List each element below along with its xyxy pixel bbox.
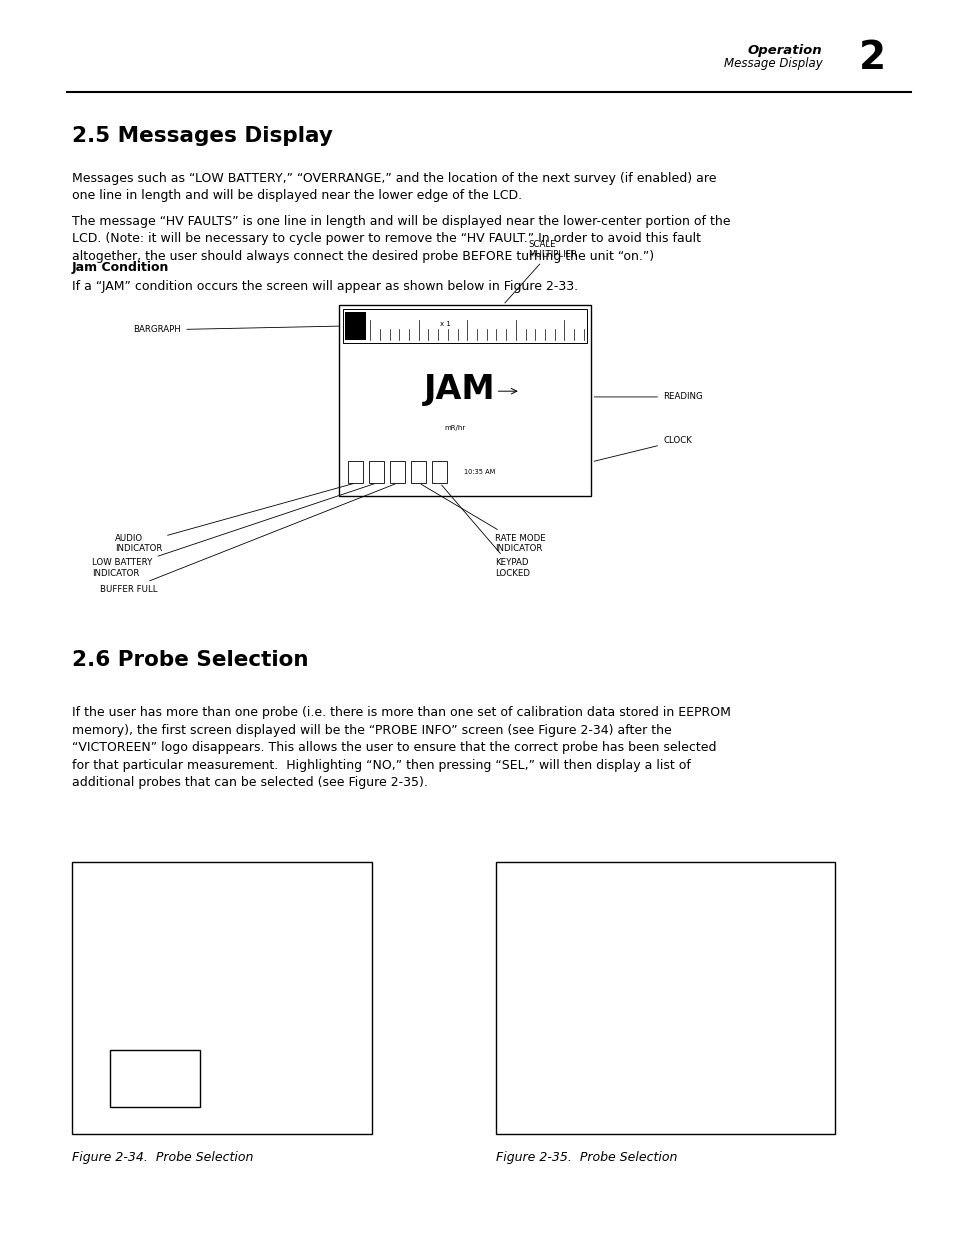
Text: 10:35 AM: 10:35 AM [463,469,495,474]
Text: Messages such as “LOW BATTERY,” “OVERRANGE,” and the location of the next survey: Messages such as “LOW BATTERY,” “OVERRAN… [71,172,716,203]
Text: 2.6 Probe Selection: 2.6 Probe Selection [71,650,308,669]
Text: 2.5 Messages Display: 2.5 Messages Display [71,126,332,146]
Bar [369,461,384,483]
Text: Figure 2-34.  Probe Selection: Figure 2-34. Probe Selection [71,1151,253,1165]
Text: SCALE
MULTIPLIER: SCALE MULTIPLIER [504,240,577,303]
Text: Figure 2-35.  Probe Selection: Figure 2-35. Probe Selection [496,1151,677,1165]
Bar [432,461,447,483]
Text: 2: 2 [858,40,884,77]
Bar [411,461,426,483]
Text: READING: READING [594,393,702,401]
Bar [338,305,591,496]
Bar [390,461,405,483]
Text: AUDIO
INDICATOR: AUDIO INDICATOR [114,484,353,553]
Text: BARGRAPH: BARGRAPH [133,326,339,335]
Text: Operation: Operation [747,44,821,58]
Text: KEYPAD
LOCKED: KEYPAD LOCKED [441,485,530,578]
Bar [343,309,586,343]
Text: CLOCK: CLOCK [594,436,691,461]
Text: mR/hr: mR/hr [444,425,465,431]
Text: x 1: x 1 [439,321,451,327]
Bar [345,312,366,340]
Text: Message Display: Message Display [722,58,821,70]
Text: RATE MODE
INDICATOR: RATE MODE INDICATOR [421,484,545,553]
Text: LOW BATTERY
INDICATOR: LOW BATTERY INDICATOR [92,484,374,578]
Bar [496,862,834,1134]
Text: The message “HV FAULTS” is one line in length and will be displayed near the low: The message “HV FAULTS” is one line in l… [71,215,729,263]
Bar [110,1050,200,1107]
Bar [71,862,372,1134]
Text: JAM: JAM [424,373,496,406]
Text: BUFFER FULL: BUFFER FULL [100,484,395,594]
Bar [348,461,363,483]
Text: If a “JAM” condition occurs the screen will appear as shown below in Figure 2-33: If a “JAM” condition occurs the screen w… [71,280,578,294]
Text: Jam Condition: Jam Condition [71,261,169,274]
Text: If the user has more than one probe (i.e. there is more than one set of calibrat: If the user has more than one probe (i.e… [71,706,730,789]
